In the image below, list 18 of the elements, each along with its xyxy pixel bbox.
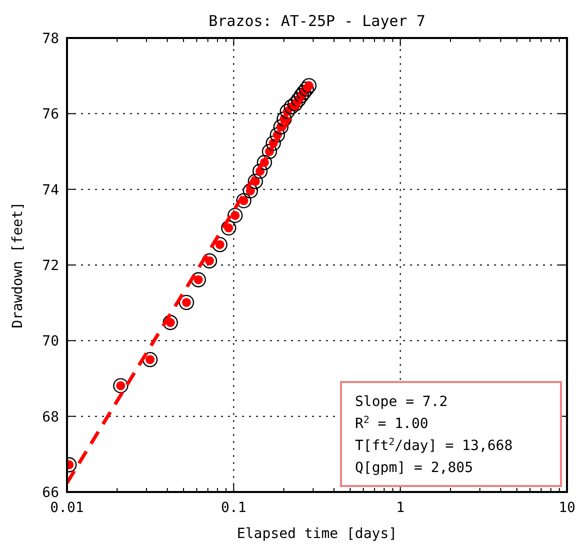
y-tick-label: 72 [42, 258, 59, 274]
x-axis-title: Elapsed time [days] [236, 526, 398, 542]
annotation: R$^{2}$ = 1.00 [355, 414, 428, 432]
y-axis-title: Drawdown [feet] [10, 202, 26, 328]
x-tick-label: 0.1 [221, 500, 246, 516]
x-tick-label: 0.01 [50, 500, 84, 516]
y-tick-label: 66 [42, 485, 59, 501]
annotation: Slope = 7.2 [355, 394, 448, 410]
chart-title: Brazos: AT-25P - Layer 7 [208, 12, 426, 30]
y-tick-label: 70 [42, 334, 59, 350]
y-tick-label: 78 [42, 31, 59, 47]
y-tick-label: 74 [42, 182, 59, 198]
annotation: Q[gpm] = 2,805 [355, 460, 474, 476]
x-tick-label: 1 [396, 500, 405, 516]
y-tick-label: 76 [42, 106, 59, 123]
y-tick-label: 68 [42, 409, 59, 426]
x-tick-label: 10 [558, 500, 576, 516]
annotation: T[ft$^{2}$/day] = 13,668 [355, 436, 513, 454]
